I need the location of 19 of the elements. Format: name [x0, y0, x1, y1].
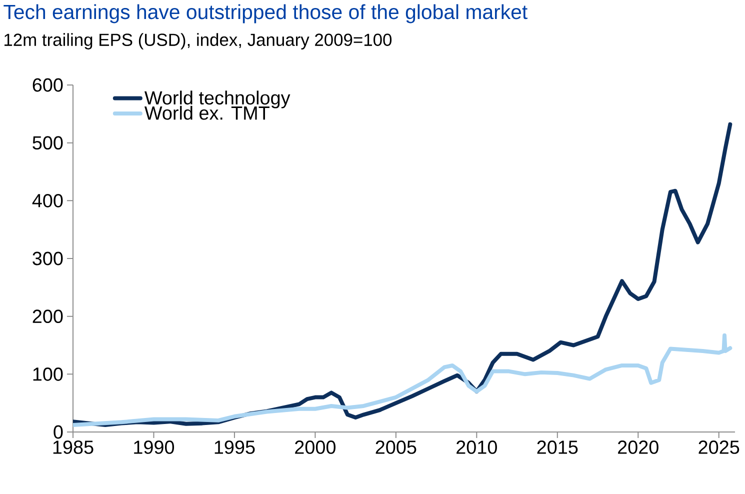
y-tick-label: 200 [32, 310, 63, 324]
chart-subtitle: 12m trailing EPS (USD), index, January 2009=100 [4, 33, 392, 50]
x-tick-label: 2025 [698, 440, 740, 454]
y-tick-label: 300 [32, 252, 63, 266]
chart-title: Tech earnings have outstripped those of the global market [4, 4, 528, 24]
y-tick-label: 100 [33, 367, 63, 381]
x-tick-label: 1995 [214, 440, 255, 454]
x-tick-label: 2005 [376, 440, 416, 454]
x-tick-label: 1990 [134, 440, 174, 454]
y-tick-label: 0 [54, 425, 63, 439]
x-tick-label: 2000 [295, 440, 336, 454]
y-tick-label: 400 [32, 194, 63, 208]
y-tick-label: 600 [32, 78, 63, 92]
x-tick-label: 2015 [537, 440, 578, 454]
x-tick-label: 2020 [618, 440, 658, 454]
line-series [73, 333, 732, 428]
x-tick-label: 2010 [456, 440, 497, 454]
y-tick-label: 500 [32, 136, 63, 150]
x-tick-label: 1985 [53, 440, 94, 454]
